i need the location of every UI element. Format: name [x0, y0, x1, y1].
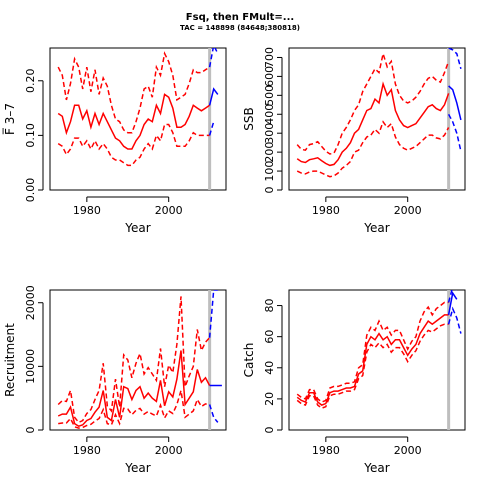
fbar-x-tick-label: 1980	[73, 204, 101, 217]
fbar-x-axis-title: Year	[124, 221, 150, 235]
fbar-proj-upper-line	[208, 48, 219, 68]
fbar-x-tick-label: 2000	[155, 204, 183, 217]
ssb-plot-frame	[288, 47, 466, 191]
recruitment-panel: 1980 2000 Year 0 10000 20000 Recruitment	[3, 285, 227, 475]
recruitment-proj-lower-line	[208, 404, 219, 423]
recruitment-upper-line	[57, 296, 211, 424]
catch-x-tick-label: 2000	[394, 444, 422, 457]
catch-y-tick-label: 0	[263, 427, 276, 434]
ssb-y-tick-label: 200	[263, 142, 276, 163]
recruitment-y-axis-title: Recruitment	[3, 323, 17, 397]
ssb-y-axis-title: SSB	[242, 107, 256, 130]
recruitment-plot-frame	[49, 289, 227, 431]
recruitment-x-tick-label: 1980	[73, 444, 101, 457]
fbar-y-tick-label: 0.20	[24, 69, 37, 94]
ssb-y-tick-label: 700	[263, 47, 276, 68]
catch-lower-line	[296, 323, 449, 410]
ssb-proj-upper-line	[448, 48, 462, 69]
ssb-y-tick-label: 500	[263, 85, 276, 106]
ssb-median-line	[296, 81, 450, 167]
figure-title: Fsq, then FMult=...	[186, 12, 294, 23]
catch-median-line	[296, 314, 449, 406]
figure-subtitle: TAC = 148898 (84648;380818)	[180, 24, 300, 32]
catch-x-axis-title: Year	[363, 461, 389, 475]
recruitment-y-tick-label: 10000	[24, 349, 37, 384]
recruitment-x-tick-label: 2000	[155, 444, 183, 457]
catch-y-axis-title: Catch	[242, 343, 256, 378]
catch-proj-median-line	[447, 291, 458, 316]
ssb-upper-line	[296, 50, 450, 155]
ssb-y-tick-label: 400	[263, 104, 276, 125]
fbar-upper-line	[57, 51, 211, 134]
recruitment-lower-line	[58, 390, 210, 429]
ssb-y-tick-label: 300	[263, 123, 276, 144]
ssb-y-tick-label: 0	[263, 187, 276, 194]
recruitment-x-axis-title: Year	[124, 461, 150, 475]
ssb-y-tick-label: 100	[263, 161, 276, 182]
ssb-x-axis-title: Year	[363, 221, 389, 235]
catch-y-tick-label: 20	[263, 392, 276, 406]
catch-y-tick-label: 60	[263, 330, 276, 344]
fbar-panel: 1980 2000 Year 0.00 0.10 0.20 F̅ 3–7	[2, 47, 227, 235]
fbar-median-line	[57, 93, 211, 150]
catch-plot-frame	[288, 289, 466, 431]
ssb-y-tick-label: 600	[263, 66, 276, 87]
ssb-proj-lower-line	[447, 113, 462, 152]
catch-panel: 1980 2000 Year 0 20 40 60 80 Catch	[242, 289, 466, 475]
catch-upper-line	[296, 301, 449, 403]
fbar-proj-lower-line	[208, 121, 215, 136]
fbar-proj-median-line	[208, 87, 219, 106]
ssb-x-tick-label: 1980	[312, 204, 340, 217]
fbar-plot-frame	[49, 47, 227, 191]
recruitment-median-line	[57, 350, 211, 428]
ssb-proj-median-line	[448, 85, 462, 121]
fbar-lower-line	[57, 123, 210, 167]
catch-proj-lower-line	[447, 306, 462, 334]
catch-x-tick-label: 1980	[312, 444, 340, 457]
fbar-y-axis-title: F̅ 3–7	[2, 103, 17, 135]
ssb-x-tick-label: 2000	[394, 204, 422, 217]
fbar-y-tick-label: 0.10	[24, 123, 37, 148]
recruitment-y-tick-label: 20000	[24, 285, 37, 320]
fbar-y-tick-label: 0.00	[24, 178, 37, 203]
recruitment-y-tick-label: 0	[24, 427, 37, 434]
ssb-lower-line	[296, 120, 450, 178]
catch-y-tick-label: 80	[263, 299, 276, 313]
catch-y-tick-label: 40	[263, 361, 276, 375]
